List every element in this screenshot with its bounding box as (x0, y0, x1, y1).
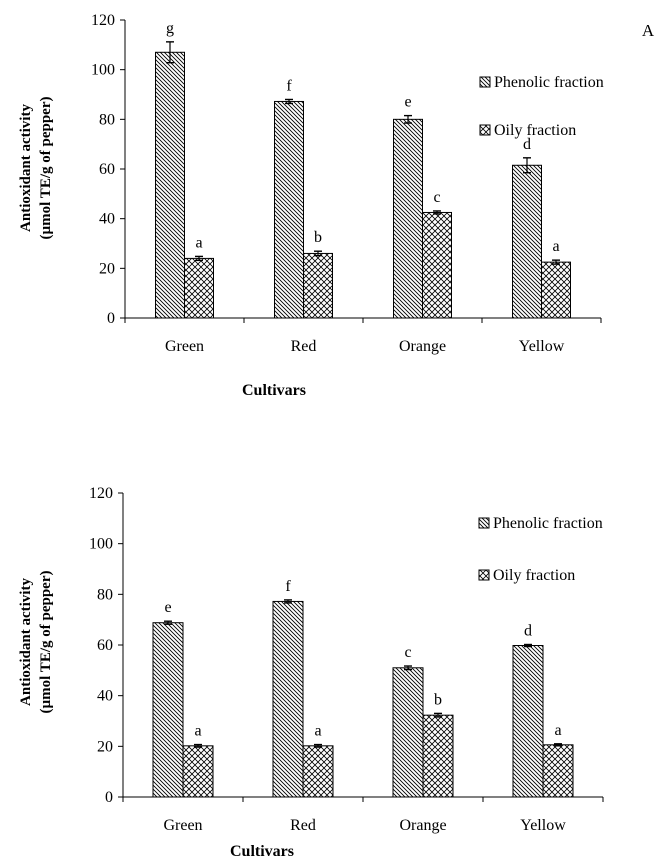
bar-oily (542, 744, 574, 798)
significance-letter: f (286, 77, 292, 94)
y-tick-label: 40 (99, 211, 115, 228)
x-tick-label: Green (165, 338, 204, 355)
y-tick-label: 120 (89, 485, 113, 502)
y-tick-label: 60 (97, 637, 113, 654)
bar-oily (422, 211, 452, 319)
x-tick-label: Green (163, 817, 202, 834)
significance-letter: c (404, 644, 411, 661)
x-axis-title: Cultivars (242, 382, 306, 399)
y-axis-title-line-1: Antioxidant activity (18, 104, 34, 232)
y-tick-label: 100 (89, 536, 113, 553)
legend-label: Oily fraction (494, 122, 576, 139)
x-tick-label: Orange (399, 817, 446, 834)
y-tick-label: 20 (99, 260, 115, 277)
y-tick-label: 120 (91, 12, 115, 29)
significance-letter: e (164, 599, 171, 616)
chart-panel-a: Antioxidant activity (µmol TE/g of peppe… (18, 12, 655, 399)
significance-letter: b (314, 229, 322, 246)
bar-oily (302, 745, 334, 798)
significance-letter: a (314, 723, 321, 740)
legend-label: Phenolic fraction (493, 515, 603, 532)
y-tick-label: 20 (97, 738, 113, 755)
bar-phenolic (152, 622, 184, 798)
significance-letter: f (285, 578, 291, 595)
bar-oily (303, 252, 333, 319)
bar-oily (182, 745, 214, 798)
y-tick-label: 80 (99, 111, 115, 128)
significance-letter: b (434, 691, 442, 708)
significance-letter: a (554, 722, 561, 739)
x-tick-label: Yellow (520, 817, 566, 834)
y-tick-label: 80 (97, 586, 113, 603)
x-tick-label: Orange (399, 338, 446, 355)
x-tick-label: Red (291, 338, 317, 355)
x-tick-label: Red (290, 817, 316, 834)
y-tick-label: 0 (105, 789, 113, 806)
significance-letter: e (404, 94, 411, 111)
y-axis-title-line-2: (µmol TE/g of pepper) (38, 97, 54, 240)
y-axis-title: Antioxidant activity (µmol TE/g of peppe… (18, 571, 54, 714)
significance-letter: g (166, 20, 174, 37)
y-tick-label: 100 (91, 62, 115, 79)
y-tick-label: 0 (107, 310, 115, 327)
bar-phenolic (393, 118, 423, 319)
x-axis-title: Cultivars (230, 843, 294, 860)
significance-letter: c (433, 189, 440, 206)
bar-phenolic (155, 51, 185, 319)
significance-letter: a (552, 238, 559, 255)
bar-phenolic (512, 164, 542, 319)
significance-letter: d (523, 136, 531, 153)
significance-letter: d (524, 622, 532, 639)
significance-letter: a (195, 234, 202, 251)
x-tick-label: Yellow (519, 338, 565, 355)
chart-panel-b: Antioxidant activity (µmol TE/g of peppe… (18, 485, 604, 860)
y-axis-title-line-1: Antioxidant activity (18, 578, 34, 706)
bar-phenolic (274, 100, 304, 319)
legend-swatch (479, 76, 491, 88)
bar-oily (422, 714, 454, 798)
y-tick-label: 40 (97, 688, 113, 705)
bar-phenolic (272, 600, 304, 798)
panel-label: A (642, 21, 655, 40)
y-tick-label: 60 (99, 161, 115, 178)
bar-phenolic (392, 667, 424, 798)
bar-oily (541, 261, 571, 319)
bar-oily (184, 257, 214, 319)
legend-swatch (478, 569, 490, 581)
legend-label: Oily fraction (493, 567, 575, 584)
legend-swatch (478, 517, 490, 529)
y-axis-title: Antioxidant activity (µmol TE/g of peppe… (18, 97, 54, 240)
significance-letter: a (194, 723, 201, 740)
legend-label: Phenolic fraction (494, 74, 604, 91)
legend-swatch (479, 124, 491, 136)
bar-phenolic (512, 645, 544, 798)
y-axis-title-line-2: (µmol TE/g of pepper) (38, 571, 54, 714)
